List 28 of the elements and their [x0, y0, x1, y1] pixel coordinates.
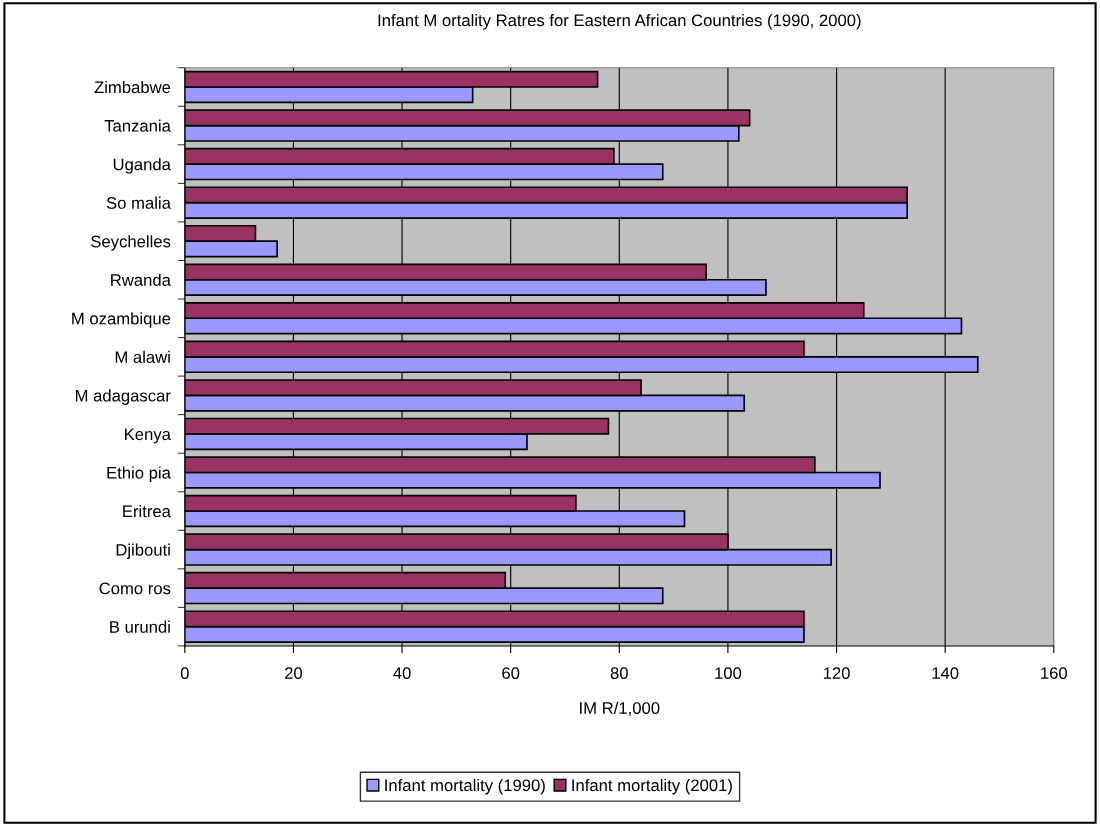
- y-tick-label: Djibouti: [116, 543, 170, 560]
- y-tick-label: M ozambique: [72, 312, 171, 328]
- x-tick-label: 140: [932, 667, 959, 680]
- x-tick-label: 60: [502, 667, 520, 680]
- y-tick-label: Rwanda: [111, 273, 171, 286]
- x-tick-label: 80: [610, 667, 628, 680]
- y-tick-label: Kenya: [125, 428, 171, 444]
- y-tick-label: Como ros: [99, 582, 171, 595]
- y-tick-label: So malia: [106, 196, 171, 209]
- chart-title: Infant M ortality Ratres for Eastern African Countries (1990, 2000): [378, 13, 861, 30]
- y-tick-label: Eritrea: [123, 504, 171, 518]
- y-tick-label: Seychelles: [91, 235, 171, 251]
- y-tick-label: M alawi: [115, 350, 170, 364]
- x-tick-label: 40: [393, 667, 411, 680]
- legend-label: Infant mortality (2001): [572, 778, 732, 795]
- x-tick-label: 0: [180, 667, 189, 680]
- x-tick-label: 100: [715, 667, 742, 680]
- y-tick-label: M adagascar: [75, 389, 171, 405]
- x-tick-label: 20: [285, 667, 303, 680]
- x-axis-title: IM R/1,000: [580, 701, 660, 716]
- x-tick-label: 120: [823, 667, 850, 680]
- y-tick-label: Zimbabwe: [94, 80, 171, 94]
- y-tick-label: Tanzania: [104, 119, 171, 132]
- x-tick-label: 160: [1041, 667, 1068, 680]
- legend-label: Infant mortality (1990): [385, 778, 545, 795]
- y-tick-label: Ethio pia: [107, 466, 171, 482]
- y-tick-label: Uganda: [113, 158, 171, 174]
- y-tick-label: B urundi: [110, 620, 170, 633]
